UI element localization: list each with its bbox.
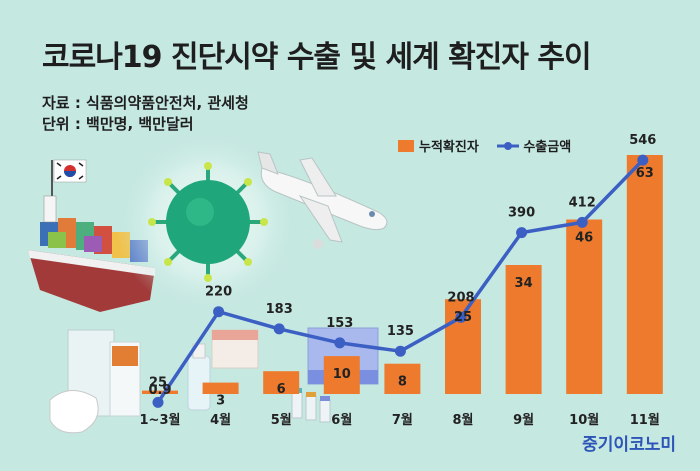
bar-value-label-2: 3 [216, 394, 225, 409]
virus-icon [116, 130, 300, 314]
x-tick-label-7: 9월 [513, 412, 534, 428]
line-point-2 [213, 306, 225, 318]
bar-value-label-7: 34 [515, 276, 533, 291]
line-point-3 [273, 323, 285, 335]
legend-item-bar: 누적확진자 [398, 136, 479, 155]
source-note: 자료 : 식품의약품안전처, 관세청 [42, 94, 249, 112]
bar-value-label-8: 46 [575, 231, 593, 246]
unit-note: 단위 : 백만명, 백만달러 [42, 115, 194, 133]
kf94-mask-icon [49, 329, 141, 434]
x-tick-label-6: 8월 [452, 412, 473, 428]
x-tick-label-1: 1~3월 [140, 412, 181, 428]
brand-logo: 중기이코노미 [582, 435, 676, 455]
korea-flag-icon [51, 159, 87, 210]
x-tick-label-2: 4월 [210, 412, 231, 428]
x-tick-label-9: 11월 [630, 412, 660, 428]
line-value-label-2: 220 [205, 285, 232, 300]
bar-2 [202, 382, 239, 394]
bar-9 [626, 155, 663, 394]
line-point-7 [516, 227, 528, 239]
x-tick-label-5: 7월 [392, 412, 413, 428]
legend-bar-swatch [398, 139, 414, 152]
line-point-4 [334, 337, 346, 349]
bar-1 [142, 390, 178, 394]
line-value-label-3: 183 [266, 302, 293, 317]
bar-value-label-1: 0.9 [148, 383, 171, 398]
line-value-label-5: 135 [387, 324, 414, 339]
legend-line-label: 수출금액 [523, 140, 572, 155]
legend-line-swatch [497, 141, 520, 150]
line-point-5 [394, 345, 406, 357]
bar-5 [384, 363, 421, 394]
bar-8 [566, 219, 603, 394]
line-point-8 [576, 216, 588, 228]
bar-7 [505, 265, 542, 394]
bar-value-label-4: 10 [333, 367, 351, 382]
chart-legend: 누적확진자 수출금액 [398, 136, 585, 156]
airplane-icon [257, 151, 388, 249]
legend-bar-label: 누적확진자 [419, 140, 479, 155]
bar-3 [263, 371, 300, 394]
bar-4 [323, 356, 360, 394]
line-value-label-8: 412 [569, 195, 596, 210]
line-value-label-6: 208 [447, 290, 474, 305]
line-value-label-1: 25 [149, 375, 167, 390]
x-tick-label-8: 10월 [569, 412, 599, 428]
x-tick-label-4: 6월 [331, 412, 352, 428]
line-point-9 [637, 154, 649, 166]
bar-value-label-5: 8 [398, 375, 407, 390]
x-tick-label-3: 5월 [271, 412, 292, 428]
bar-value-label-9: 63 [636, 166, 654, 181]
line-point-1 [152, 396, 164, 408]
line-value-label-4: 153 [326, 316, 353, 331]
line-point-6 [455, 311, 467, 323]
legend-item-line: 수출금액 [497, 136, 571, 155]
bar-value-label-6: 25 [454, 310, 472, 325]
page-title: 코로나19 진단시약 수출 및 세계 확진자 추이 [42, 40, 592, 75]
bar-value-label-3: 6 [277, 382, 286, 397]
line-value-label-7: 390 [508, 206, 535, 221]
line-value-label-9: 546 [629, 133, 656, 148]
